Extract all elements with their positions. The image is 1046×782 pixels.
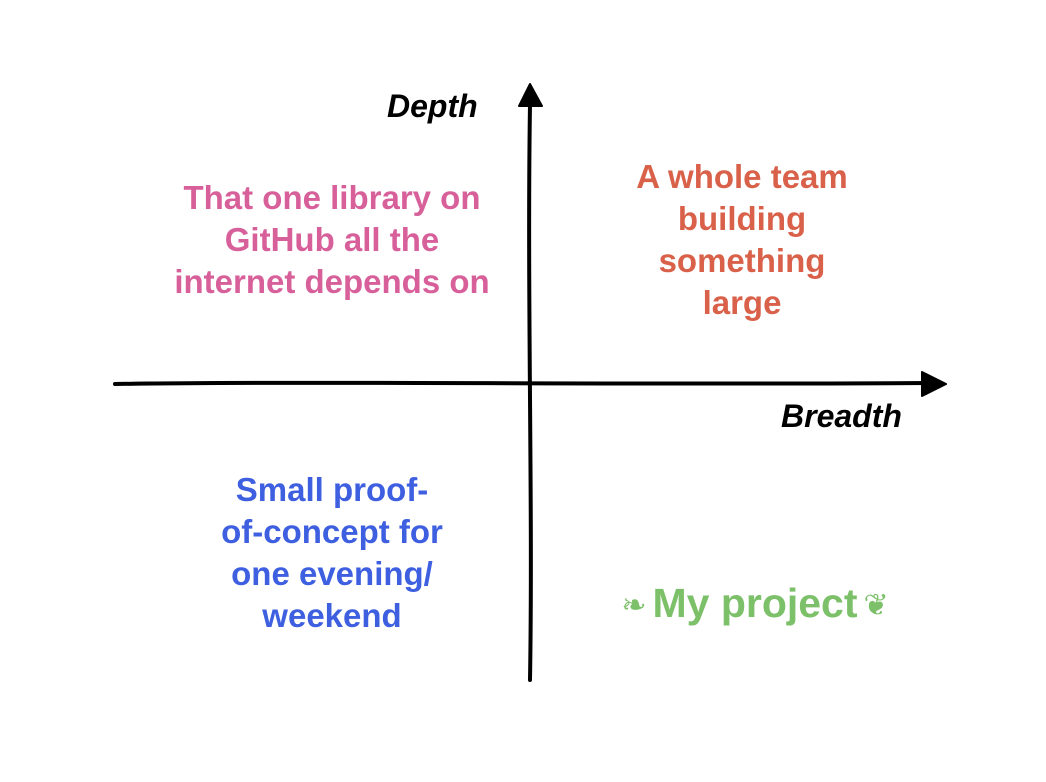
quadrant-top-right-label: A whole team building something large (636, 158, 848, 321)
quadrant-bottom-right-label: ❧ My project ❦ (560, 528, 950, 631)
quadrant-top-left-label: That one library on GitHub all the inter… (174, 179, 490, 300)
x-axis-line (113, 380, 930, 386)
y-axis-label: Depth (387, 88, 478, 124)
left-flourish-icon: ❧ (621, 589, 647, 623)
my-project-text: My project (652, 580, 858, 626)
x-axis-label: Breadth (781, 398, 902, 434)
right-flourish-icon: ❦ (863, 589, 889, 623)
y-axis-line (527, 102, 533, 682)
x-axis-arrowhead (921, 371, 947, 397)
quadrant-bottom-left-label: Small proof- of-concept for one evening/… (221, 471, 443, 634)
y-axis-arrowhead (518, 83, 543, 107)
